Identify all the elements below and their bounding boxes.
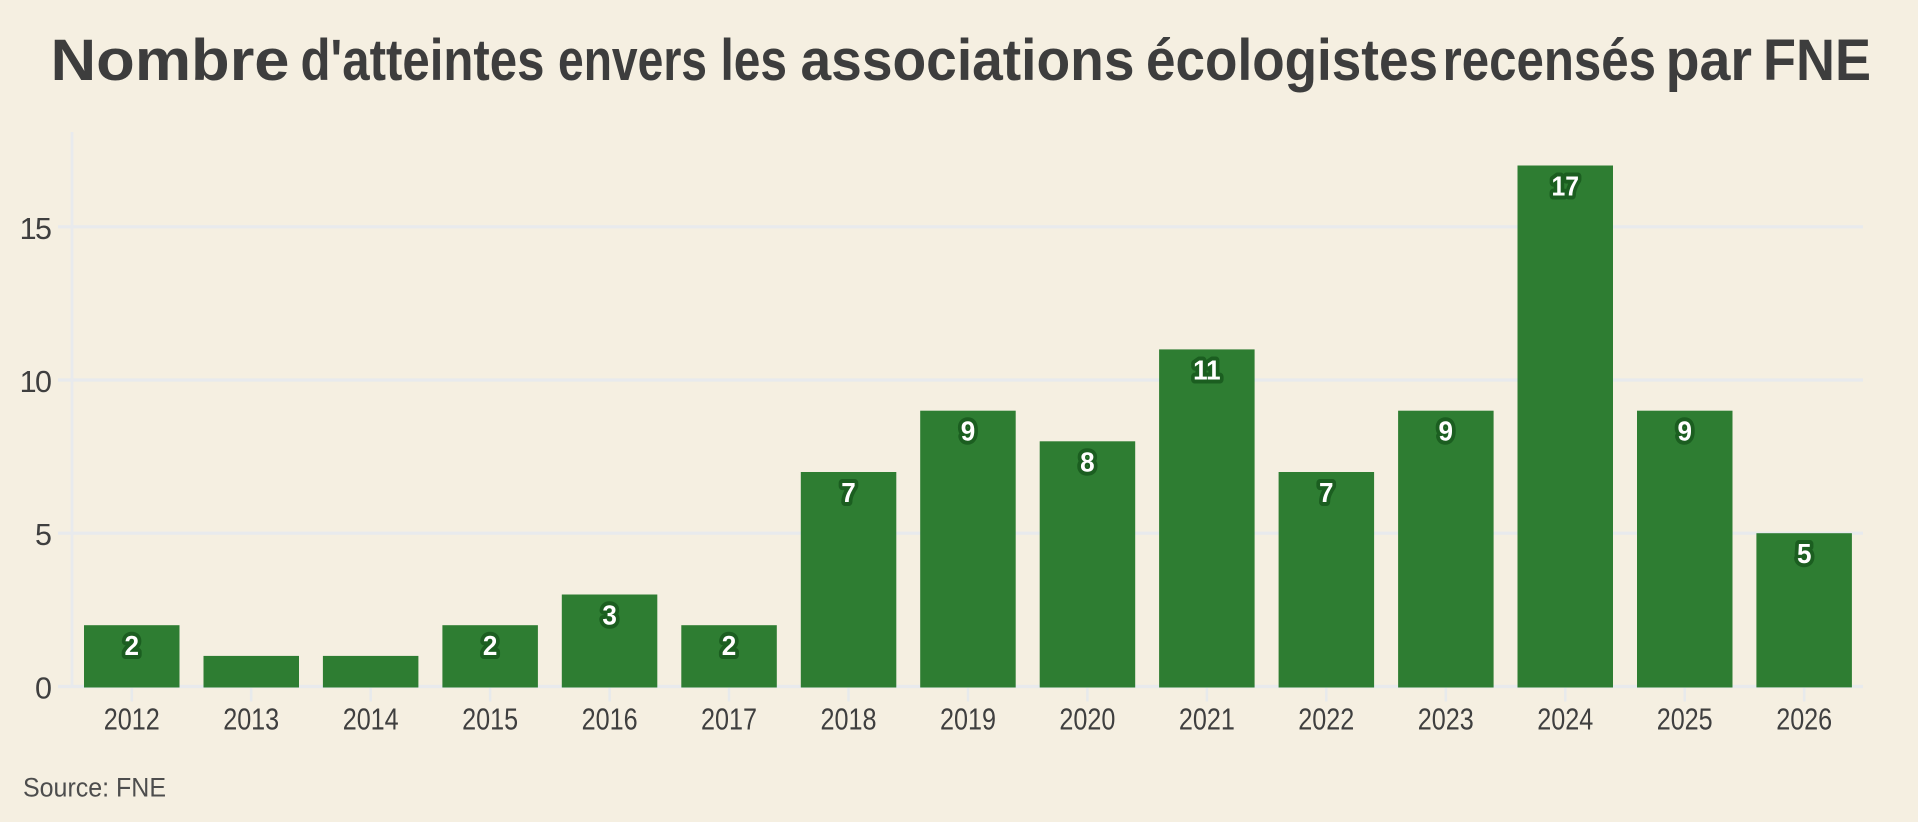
svg-text:2016: 2016 — [582, 703, 638, 737]
svg-text:2012: 2012 — [104, 703, 160, 737]
svg-text:2: 2 — [483, 630, 498, 661]
svg-text:2026: 2026 — [1776, 703, 1832, 737]
svg-text:2015: 2015 — [462, 703, 518, 737]
svg-text:2017: 2017 — [701, 703, 757, 737]
svg-text:FNE: FNE — [1763, 28, 1871, 93]
svg-text:9: 9 — [1439, 416, 1454, 447]
svg-text:les: les — [721, 28, 788, 93]
svg-text:0: 0 — [35, 672, 51, 706]
svg-text:5: 5 — [1797, 538, 1812, 569]
svg-text:2: 2 — [125, 630, 140, 661]
svg-text:écologistes: écologistes — [1146, 28, 1438, 93]
svg-text:2018: 2018 — [821, 703, 877, 737]
svg-text:envers: envers — [558, 28, 707, 93]
svg-text:10: 10 — [20, 365, 51, 399]
svg-text:9: 9 — [961, 416, 976, 447]
svg-text:7: 7 — [1319, 477, 1334, 508]
svg-text:2020: 2020 — [1059, 703, 1115, 737]
svg-text:2: 2 — [722, 630, 737, 661]
svg-text:5: 5 — [35, 518, 51, 552]
svg-text:d'atteintes: d'atteintes — [301, 28, 545, 93]
svg-text:Nombre: Nombre — [51, 28, 290, 93]
svg-text:recensés: recensés — [1443, 28, 1656, 93]
svg-text:2021: 2021 — [1179, 703, 1235, 737]
svg-text:8: 8 — [1080, 446, 1095, 477]
svg-text:par: par — [1666, 28, 1752, 93]
svg-text:2014: 2014 — [343, 703, 399, 737]
svg-text:associations: associations — [801, 28, 1135, 93]
svg-text:2024: 2024 — [1537, 703, 1593, 737]
svg-text:Source: FNE: Source: FNE — [23, 773, 166, 803]
svg-text:17: 17 — [1552, 171, 1580, 202]
svg-text:2019: 2019 — [940, 703, 996, 737]
svg-text:7: 7 — [841, 477, 856, 508]
svg-text:2023: 2023 — [1418, 703, 1474, 737]
svg-text:15: 15 — [20, 212, 51, 246]
svg-text:9: 9 — [1677, 416, 1692, 447]
svg-text:3: 3 — [602, 600, 617, 631]
svg-text:2013: 2013 — [223, 703, 279, 737]
svg-text:11: 11 — [1193, 354, 1221, 385]
svg-text:2022: 2022 — [1298, 703, 1354, 737]
svg-text:2025: 2025 — [1657, 703, 1713, 737]
